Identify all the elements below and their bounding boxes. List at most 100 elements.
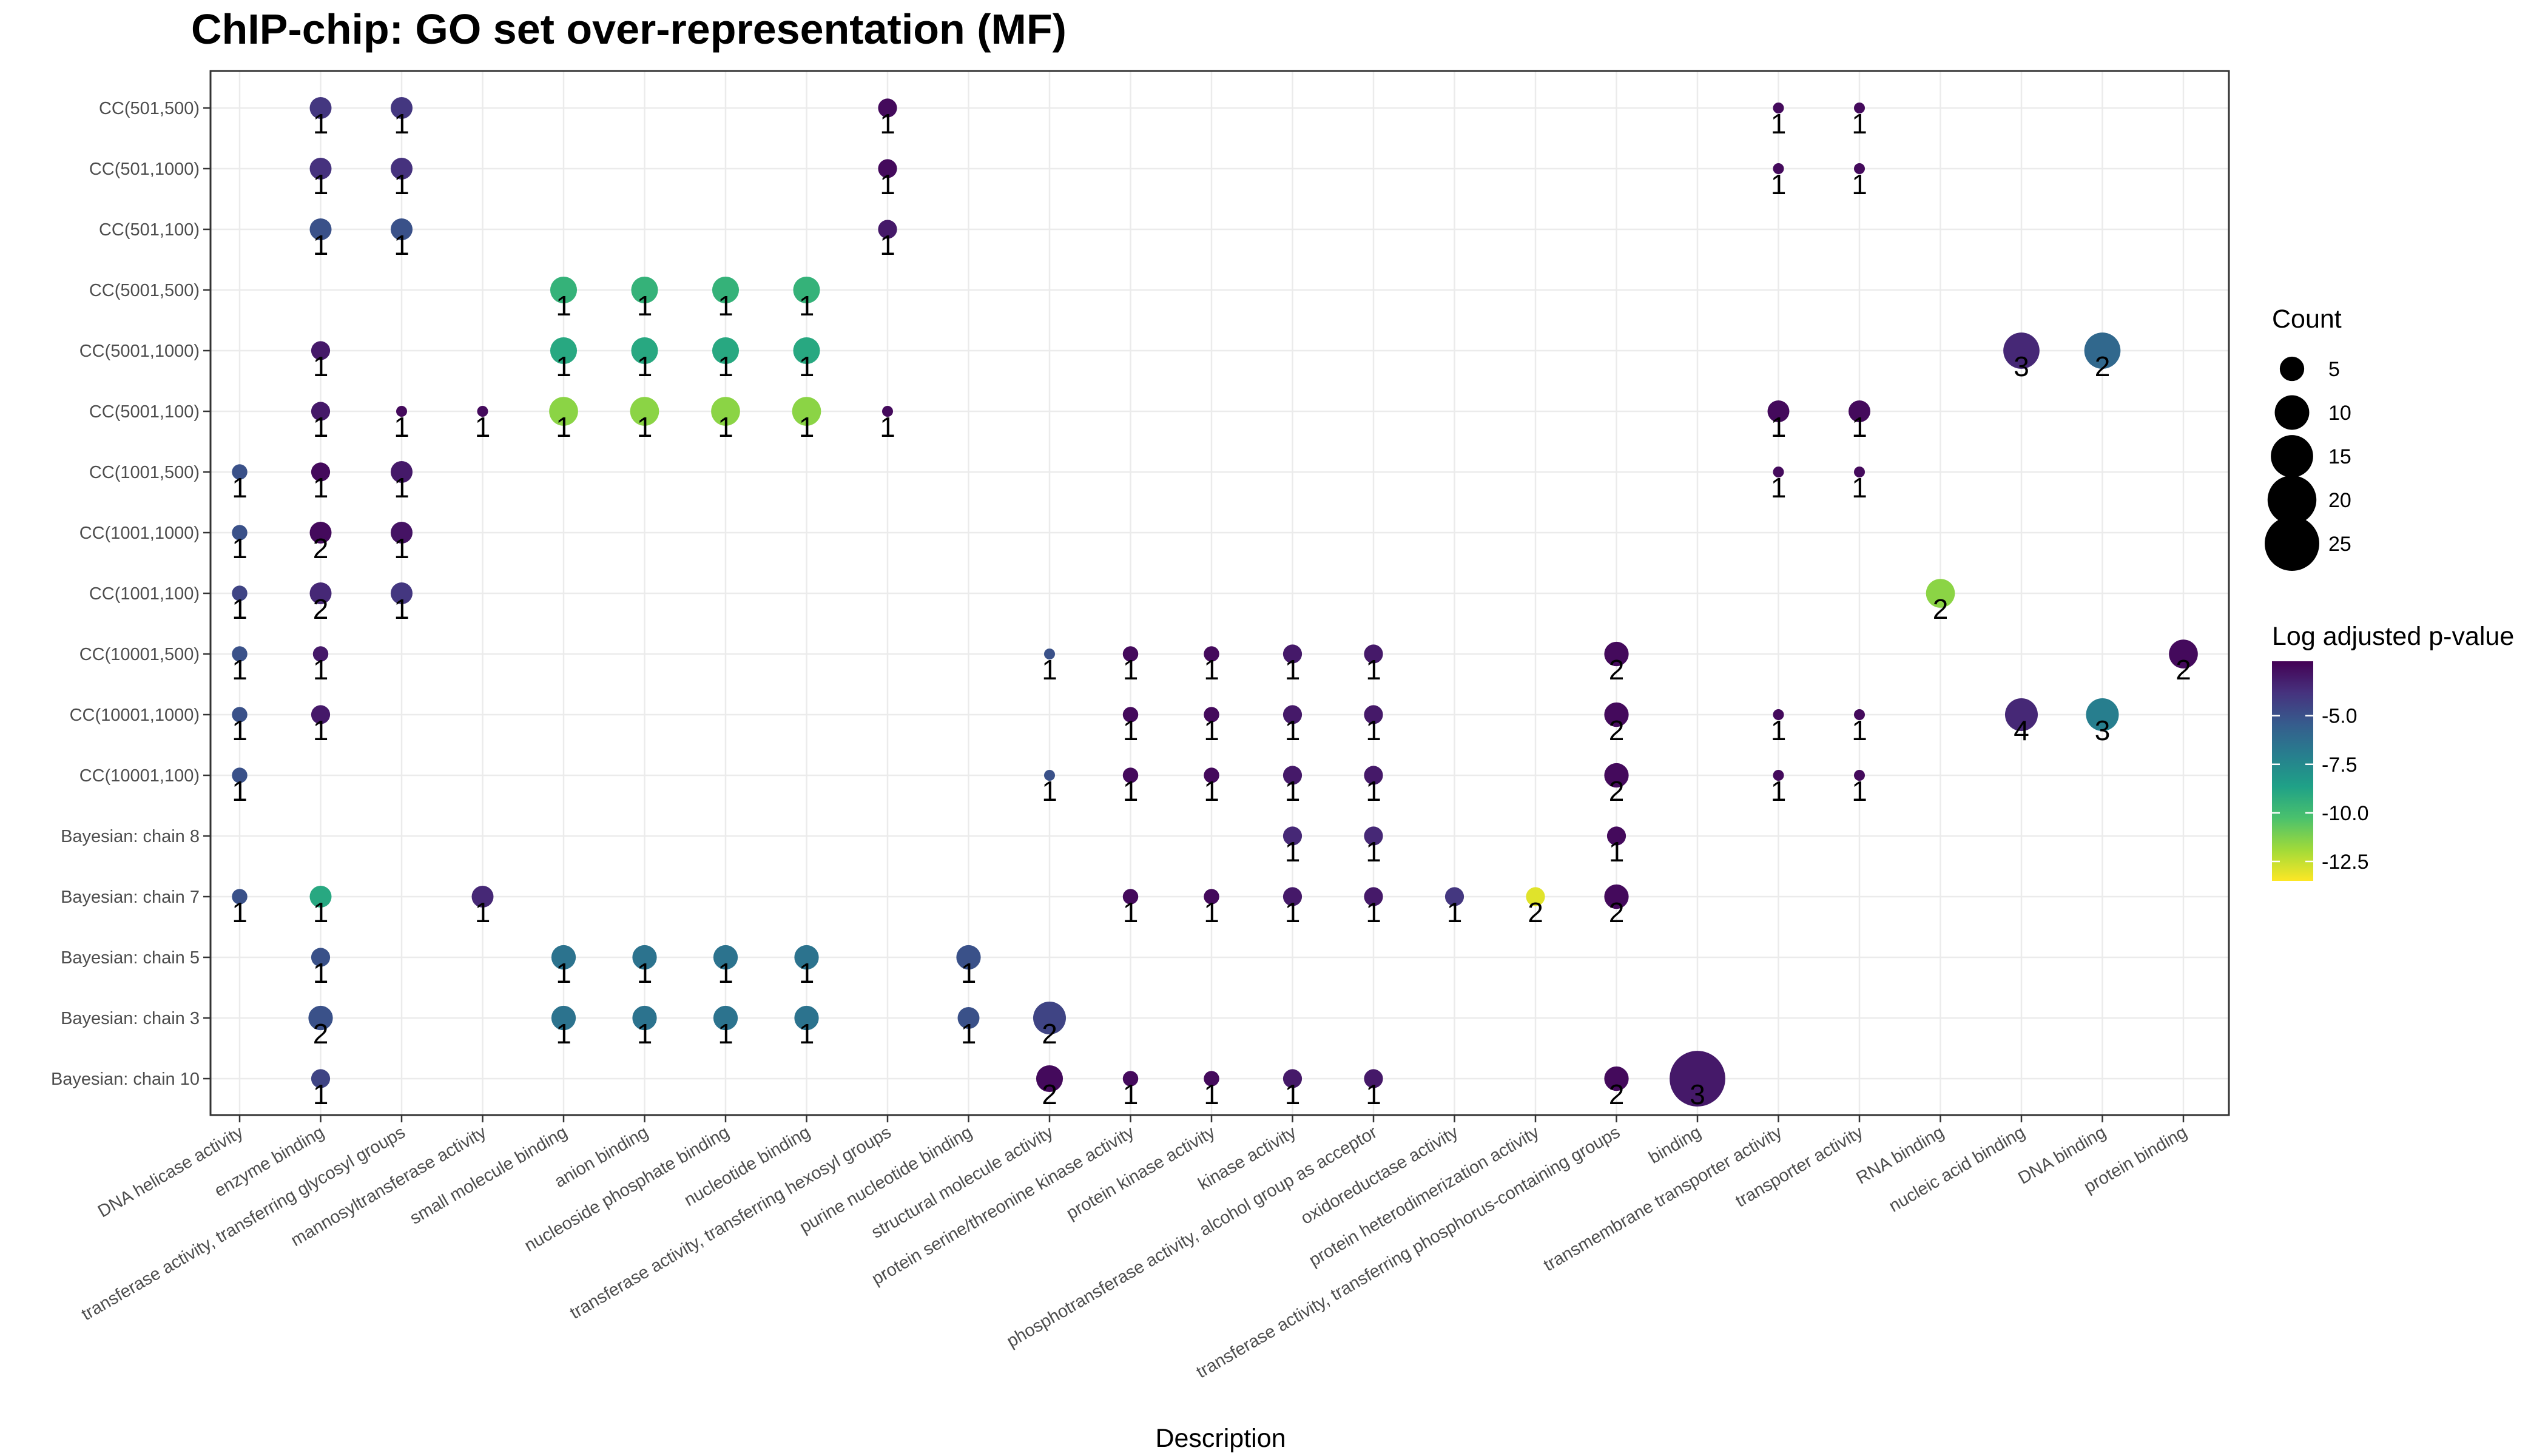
count-label: 1 (313, 108, 329, 140)
y-tick-label-cc-5001-1000: CC(5001,1000) (79, 342, 200, 361)
count-label: 1 (394, 411, 410, 443)
count-label: 2 (313, 593, 329, 625)
point-cc-10001-500-phosphotransferase-activity-alcohol-group-as-acceptor (1364, 644, 1383, 664)
count-label: 1 (394, 229, 410, 261)
point-cc-501-1000-transferase-activity-transferring-hexosyl-groups (878, 159, 897, 178)
size-legend: Count 5 10 15 20 25 (2265, 305, 2351, 571)
point-cc-10001-500-structural-molecule-activity (1044, 649, 1055, 659)
count-label: 1 (718, 351, 733, 382)
count-label: 1 (1771, 775, 1787, 807)
count-label: 3 (2095, 715, 2111, 746)
point-cc-10001-500-protein-serine-threonine-kinase-activity (1122, 646, 1139, 662)
point-cc-10001-1000-transferase-activity-transferring-phosphorus-containing-groups (1604, 702, 1629, 727)
size-legend-key (2279, 356, 2305, 382)
size-legend-key (2265, 516, 2319, 571)
point-bayesian-chain-10-binding (1670, 1051, 1725, 1107)
y-tick-label-cc-501-500: CC(501,500) (99, 99, 200, 118)
point-cc-501-500-transmembrane-transporter-activity (1773, 103, 1784, 113)
point-cc-10001-100-dna-helicase-activity (232, 767, 248, 783)
point-cc-10001-100-transmembrane-transporter-activity (1773, 770, 1784, 781)
y-tick-label-bayesian-chain-7: Bayesian: chain 7 (61, 888, 200, 907)
point-cc-10001-500-enzyme-binding (312, 646, 329, 662)
count-label: 1 (1204, 897, 1219, 928)
point-cc-501-500-transferase-activity-transferring-hexosyl-groups (878, 98, 897, 118)
point-bayesian-chain-7-transferase-activity-transferring-phosphorus-containing-groups (1604, 884, 1629, 909)
point-cc-10001-500-dna-helicase-activity (232, 646, 248, 662)
count-label: 3 (1690, 1079, 1705, 1110)
count-label: 1 (1771, 472, 1787, 504)
count-label: 2 (313, 1018, 329, 1050)
count-label: 1 (1771, 108, 1787, 140)
count-label: 1 (556, 957, 571, 989)
point-bayesian-chain-7-phosphotransferase-activity-alcohol-group-as-acceptor (1364, 887, 1383, 906)
count-label: 2 (1609, 654, 1625, 686)
point-bayesian-chain-7-protein-heterodimerization-activity (1526, 887, 1545, 906)
count-label: 1 (880, 169, 895, 200)
count-label: 1 (556, 411, 571, 443)
count-label: 1 (1042, 654, 1057, 686)
count-label: 2 (1933, 593, 1949, 625)
point-bayesian-chain-10-phosphotransferase-activity-alcohol-group-as-acceptor (1364, 1069, 1383, 1088)
point-cc-10001-100-transferase-activity-transferring-phosphorus-containing-groups (1604, 763, 1629, 788)
y-tick-label-cc-10001-100: CC(10001,100) (79, 766, 200, 786)
size-legend-key (2271, 435, 2313, 477)
point-bayesian-chain-7-protein-kinase-activity (1204, 889, 1219, 905)
point-cc-1001-100-enzyme-binding (309, 582, 332, 604)
point-cc-10001-1000-transporter-activity (1854, 709, 1865, 720)
count-label: 1 (637, 1018, 653, 1050)
colorbar-tick-label: -12.5 (2322, 851, 2369, 874)
point-cc-5001-100-enzyme-binding (311, 402, 331, 421)
y-tick-label-bayesian-chain-5: Bayesian: chain 5 (61, 948, 200, 968)
count-label: 1 (1852, 472, 1867, 504)
x-tick-label-transferase-activity-transferring-glycosyl-groups: transferase activity, transferring glyco… (78, 1122, 409, 1324)
y-tick-label-bayesian-chain-10: Bayesian: chain 10 (51, 1070, 200, 1089)
count-label: 1 (1771, 411, 1787, 443)
count-label: 1 (232, 472, 248, 504)
count-label: 1 (961, 1018, 977, 1050)
point-cc-5001-100-nucleoside-phosphate-binding (711, 397, 740, 426)
size-legend-label: 20 (2328, 489, 2351, 512)
count-label: 2 (1609, 775, 1625, 807)
count-label: 1 (1285, 1079, 1301, 1110)
y-tick-label-cc-1001-100: CC(1001,100) (89, 584, 200, 604)
count-label: 1 (1366, 775, 1381, 807)
point-cc-10001-1000-dna-helicase-activity (232, 707, 248, 723)
count-label: 1 (232, 533, 248, 564)
count-label: 1 (1123, 1079, 1139, 1110)
point-cc-501-500-transferase-activity-transferring-glycosyl-groups (391, 97, 413, 119)
size-legend-label: 5 (2328, 358, 2340, 381)
y-axis: CC(501,500) CC(501,1000) CC(501,100) CC(500… (51, 99, 211, 1089)
point-cc-10001-100-kinase-activity (1282, 766, 1303, 785)
count-label: 2 (1609, 1079, 1625, 1110)
point-cc-5001-100-small-molecule-binding (549, 397, 578, 426)
point-cc-10001-100-phosphotransferase-activity-alcohol-group-as-acceptor (1364, 766, 1383, 785)
count-label: 1 (313, 411, 329, 443)
count-label: 1 (313, 715, 329, 746)
point-bayesian-chain-5-purine-nucleotide-binding (956, 945, 981, 970)
point-cc-501-1000-transporter-activity (1854, 163, 1865, 174)
point-bayesian-chain-3-anion-binding (632, 1005, 657, 1031)
count-label: 1 (1771, 169, 1787, 200)
count-label: 1 (475, 897, 491, 928)
count-label: 2 (1528, 897, 1543, 928)
count-label: 1 (313, 1079, 329, 1110)
count-label: 1 (1852, 715, 1867, 746)
count-label: 3 (2014, 351, 2029, 382)
point-cc-5001-1000-small-molecule-binding (550, 337, 578, 365)
point-cc-10001-1000-enzyme-binding (311, 705, 331, 724)
color-legend-title: Log adjusted p-value (2272, 622, 2514, 651)
point-cc-10001-500-kinase-activity (1282, 644, 1303, 664)
count-label: 1 (232, 897, 248, 928)
count-label: 1 (313, 897, 329, 928)
count-label: 1 (394, 472, 410, 504)
point-cc-10001-1000-nucleic-acid-binding (2005, 698, 2038, 731)
count-label: 1 (718, 957, 733, 989)
point-cc-10001-500-transferase-activity-transferring-phosphorus-containing-groups (1604, 641, 1629, 667)
point-cc-5001-100-mannosyltransferase-activity (477, 406, 488, 417)
y-tick-label-cc-1001-1000: CC(1001,1000) (79, 524, 200, 543)
size-legend-label: 15 (2328, 445, 2351, 468)
color-legend: Log adjusted p-value -5.0 -7.5 -10.0 -12.5 (2272, 622, 2514, 881)
y-tick-label-cc-10001-1000: CC(10001,1000) (70, 706, 200, 725)
count-label: 1 (1366, 897, 1381, 928)
count-label: 1 (1123, 715, 1139, 746)
